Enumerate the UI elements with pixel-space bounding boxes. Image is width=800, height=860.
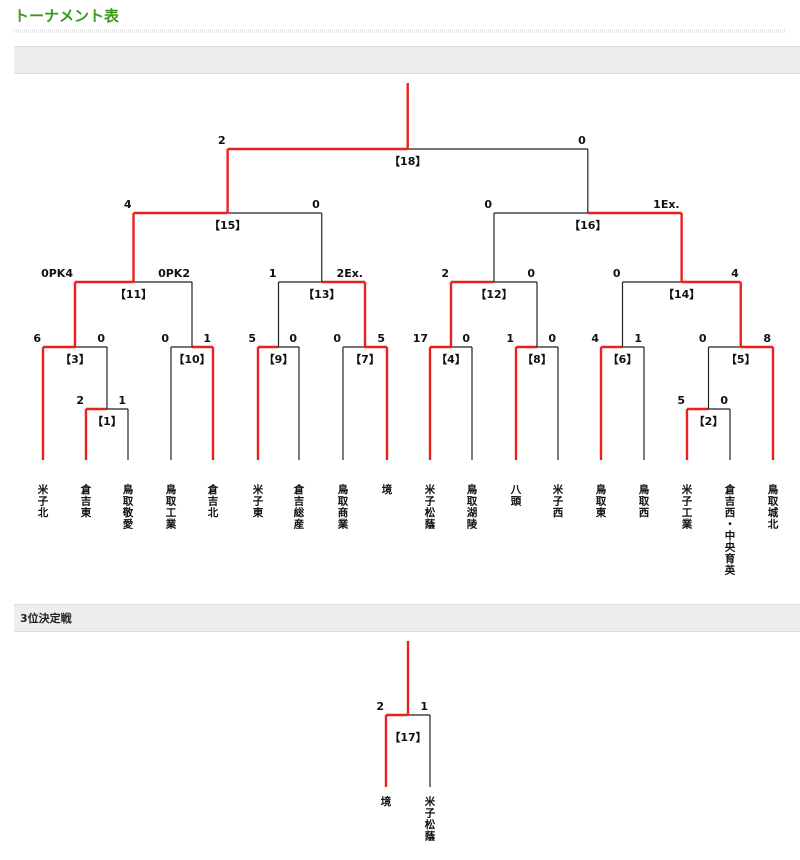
- team-name-t9: 境: [382, 483, 393, 496]
- team-name-t3: 鳥取敬愛: [122, 483, 134, 531]
- score-label: 0: [578, 134, 586, 147]
- match-number: 【14】: [663, 288, 700, 301]
- score-label: 0: [333, 332, 341, 345]
- score-label: 6: [33, 332, 41, 345]
- third-place-section-title: 3位決定戦: [20, 612, 72, 625]
- score-label: 17: [413, 332, 428, 345]
- match-number: 【18】: [389, 155, 426, 168]
- team-name-t8: 鳥取商業: [337, 483, 349, 531]
- score-label: 1Ex.: [653, 198, 679, 211]
- score-label: 5: [677, 394, 685, 407]
- team-name-t13: 米子西: [552, 483, 564, 519]
- score-label: 1: [506, 332, 514, 345]
- tournament-bracket: 米子北 倉吉東 鳥取敬愛 鳥取工業 倉吉北 米子東 倉吉総産 鳥取商業 境 米子松蔭 鳥取湖陵 八頭 米…: [33, 83, 779, 577]
- score-label: 4: [124, 198, 132, 211]
- score-label: 2: [441, 267, 449, 280]
- score-label: 5: [377, 332, 385, 345]
- bracket-section-header: [14, 46, 800, 74]
- score-label: 0: [289, 332, 297, 345]
- team-name-t12: 八頭: [510, 484, 522, 508]
- team-name-t16: 米子工業: [681, 483, 693, 531]
- team-name-t2: 倉吉東: [80, 483, 92, 519]
- team-name-t10: 米子松蔭: [424, 483, 436, 531]
- third-place-bracket: 2 1 【17】境 米子松蔭: [376, 641, 436, 843]
- score-label: 0PK4: [41, 267, 73, 280]
- match-number: 【9】: [264, 353, 294, 366]
- score-label: 1: [118, 394, 126, 407]
- match-number: 【17】: [389, 731, 426, 744]
- team-name-third-left: 境: [381, 795, 392, 808]
- match-number: 【7】: [350, 353, 380, 366]
- score-label: 0: [161, 332, 169, 345]
- team-name-t5: 倉吉北: [207, 483, 219, 519]
- score-label: 0: [613, 267, 621, 280]
- score-label: 4: [591, 332, 599, 345]
- score-label: 0: [312, 198, 320, 211]
- score-label: 0: [527, 267, 535, 280]
- match-number: 【2】: [694, 415, 724, 428]
- score-label: 2Ex.: [337, 267, 363, 280]
- score-label: 8: [763, 332, 771, 345]
- title-divider: [14, 29, 786, 33]
- match-number: 【8】: [522, 353, 552, 366]
- match-number: 【16】: [569, 219, 606, 232]
- score-label: 1: [634, 332, 642, 345]
- team-name-t4: 鳥取工業: [165, 483, 177, 531]
- team-name-third-right: 米子松蔭: [424, 795, 436, 843]
- match-number: 【6】: [608, 353, 638, 366]
- match-number: 【15】: [209, 219, 246, 232]
- match-number: 【13】: [303, 288, 340, 301]
- team-name-t17: 倉吉西・中央育英: [724, 483, 736, 577]
- match-number: 【11】: [115, 288, 152, 301]
- score-label: 5: [248, 332, 256, 345]
- score-label: 0PK2: [158, 267, 190, 280]
- page-title: トーナメント表: [14, 7, 120, 25]
- match-number: 【12】: [475, 288, 512, 301]
- score-label: 1: [269, 267, 277, 280]
- score-label: 0: [484, 198, 492, 211]
- third-place-section-header: 3位決定戦: [14, 604, 800, 632]
- score-label: 0: [97, 332, 105, 345]
- team-name-t15: 鳥取西: [639, 483, 650, 519]
- score-label: 0: [462, 332, 470, 345]
- score-label: 4: [731, 267, 739, 280]
- score-label: 1: [203, 332, 211, 345]
- score-label: 1: [420, 700, 428, 713]
- score-label: 0: [720, 394, 728, 407]
- match-number: 【10】: [173, 353, 210, 366]
- score-label: 2: [76, 394, 84, 407]
- team-name-t14: 鳥取東: [596, 483, 607, 519]
- team-name-t1: 米子北: [37, 483, 49, 519]
- score-label: 0: [699, 332, 707, 345]
- match-number: 【4】: [436, 353, 466, 366]
- team-name-t11: 鳥取湖陵: [467, 483, 478, 531]
- score-label: 2: [218, 134, 226, 147]
- match-number: 【3】: [60, 353, 90, 366]
- score-label: 0: [548, 332, 556, 345]
- match-number: 【5】: [726, 353, 756, 366]
- team-name-t7: 倉吉総産: [293, 483, 305, 531]
- team-name-t6: 米子東: [252, 483, 264, 519]
- team-name-t18: 鳥取城北: [768, 483, 779, 531]
- match-number: 【1】: [92, 415, 122, 428]
- score-label: 2: [376, 700, 384, 713]
